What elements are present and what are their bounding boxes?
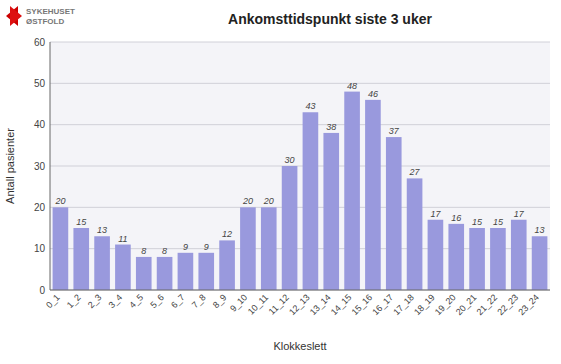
bar (532, 236, 548, 290)
data-label: 12 (222, 229, 232, 239)
x-tick-label: 16_17 (370, 292, 395, 317)
y-tick-label: 60 (34, 37, 46, 48)
x-axis-label: Klokkeslett (273, 340, 326, 352)
grid-line (50, 166, 550, 167)
bar (511, 220, 527, 290)
y-tick-label: 10 (34, 243, 46, 254)
x-tick-label: 4_5 (127, 292, 145, 310)
x-tick-label: 18_19 (412, 292, 437, 317)
y-tick-label: 30 (34, 161, 46, 172)
logo-wing (10, 6, 22, 26)
x-tick-label: 6_7 (169, 292, 187, 310)
bar (53, 207, 69, 290)
bar (198, 253, 214, 290)
data-label: 37 (389, 126, 400, 136)
annotation: ØSTFOLD (26, 17, 64, 26)
data-label: 20 (242, 196, 253, 206)
x-tick-label: 11_12 (267, 292, 291, 316)
grid-line (50, 83, 550, 84)
grid (50, 42, 550, 290)
bar (261, 207, 277, 290)
x-tick-label: 7_8 (190, 292, 208, 310)
bar (115, 245, 131, 290)
bar (303, 112, 319, 290)
title: Ankomsttidspunkt siste 3 uker (228, 11, 432, 27)
x-axis-line (50, 290, 550, 291)
x-tick-label: 23_24 (516, 292, 541, 317)
x-tick-label: 3_4 (107, 292, 125, 310)
x-tick-label: 22_23 (495, 292, 520, 317)
bar (490, 228, 506, 290)
x-tick-label: 12_13 (287, 292, 312, 317)
data-label: 38 (326, 122, 336, 132)
data-label: 20 (54, 196, 65, 206)
bar (323, 133, 339, 290)
bar (73, 228, 89, 290)
data-label: 13 (535, 225, 545, 235)
bar (386, 137, 402, 290)
data-label: 8 (141, 246, 146, 256)
x-tick-label: 0_1 (44, 292, 62, 310)
logo: SYKEHUSETØSTFOLD (6, 6, 75, 26)
grid-line (50, 124, 550, 125)
x-tick-label: 13_14 (308, 292, 333, 317)
data-label: 8 (162, 246, 167, 256)
data-label: 30 (285, 155, 295, 165)
grid-line (50, 42, 550, 43)
bar (157, 257, 173, 290)
x-tick-label: 17_18 (391, 292, 416, 317)
bar (344, 92, 360, 290)
bar (282, 166, 298, 290)
x-tick-label: 14_15 (329, 292, 354, 317)
x-tick-label: 19_20 (433, 292, 458, 317)
y-axis-line (50, 42, 51, 290)
plot-background (50, 42, 550, 290)
y-tick-label: 0 (39, 285, 45, 296)
data-label: 43 (305, 101, 315, 111)
x-tick-label: 21_22 (475, 292, 500, 317)
bar (428, 220, 444, 290)
x-tick-label: 8_9 (211, 292, 229, 310)
y-tick-label: 20 (34, 202, 46, 213)
data-label: 46 (368, 89, 378, 99)
annotation: SYKEHUSET (26, 7, 75, 16)
data-label: 17 (514, 209, 525, 219)
data-label: 27 (409, 167, 421, 177)
x-tick-label: 1_2 (65, 292, 83, 310)
data-label: 48 (347, 81, 357, 91)
chart-container: 0 10 20 30 40 50 60 20 15 13 11 8 8 9 9 12 20 20 30 43 38 48 4… (0, 0, 561, 364)
data-label: 20 (263, 196, 274, 206)
y-axis-label: Antall pasienter (4, 128, 16, 204)
bar (448, 224, 464, 290)
data-label: 9 (204, 242, 209, 252)
x-tick-label: 5_6 (148, 292, 166, 310)
bars (53, 92, 548, 290)
data-label: 15 (76, 217, 87, 227)
bar (94, 236, 110, 290)
data-label: 15 (472, 217, 483, 227)
bar (219, 240, 235, 290)
x-tick-label: 10_11 (246, 292, 270, 316)
bar (136, 257, 152, 290)
x-tick-label: 20_21 (454, 292, 479, 317)
grid-line (50, 207, 550, 208)
x-tick-label: 15_16 (350, 292, 375, 317)
data-label: 11 (118, 234, 127, 244)
bar (240, 207, 256, 290)
chart-svg: 0 10 20 30 40 50 60 20 15 13 11 8 8 9 9 12 20 20 30 43 38 48 4… (0, 0, 561, 364)
data-label: 9 (183, 242, 188, 252)
x-tick-label: 2_3 (86, 292, 104, 310)
data-label: 15 (493, 217, 504, 227)
data-label: 13 (97, 225, 107, 235)
bar (178, 253, 194, 290)
bar (469, 228, 485, 290)
y-tick-label: 40 (34, 119, 46, 130)
grid-line (50, 290, 550, 291)
bar (407, 178, 423, 290)
data-label: 17 (430, 209, 441, 219)
y-tick-label: 50 (34, 78, 46, 89)
data-label: 16 (451, 213, 461, 223)
bar (365, 100, 381, 290)
